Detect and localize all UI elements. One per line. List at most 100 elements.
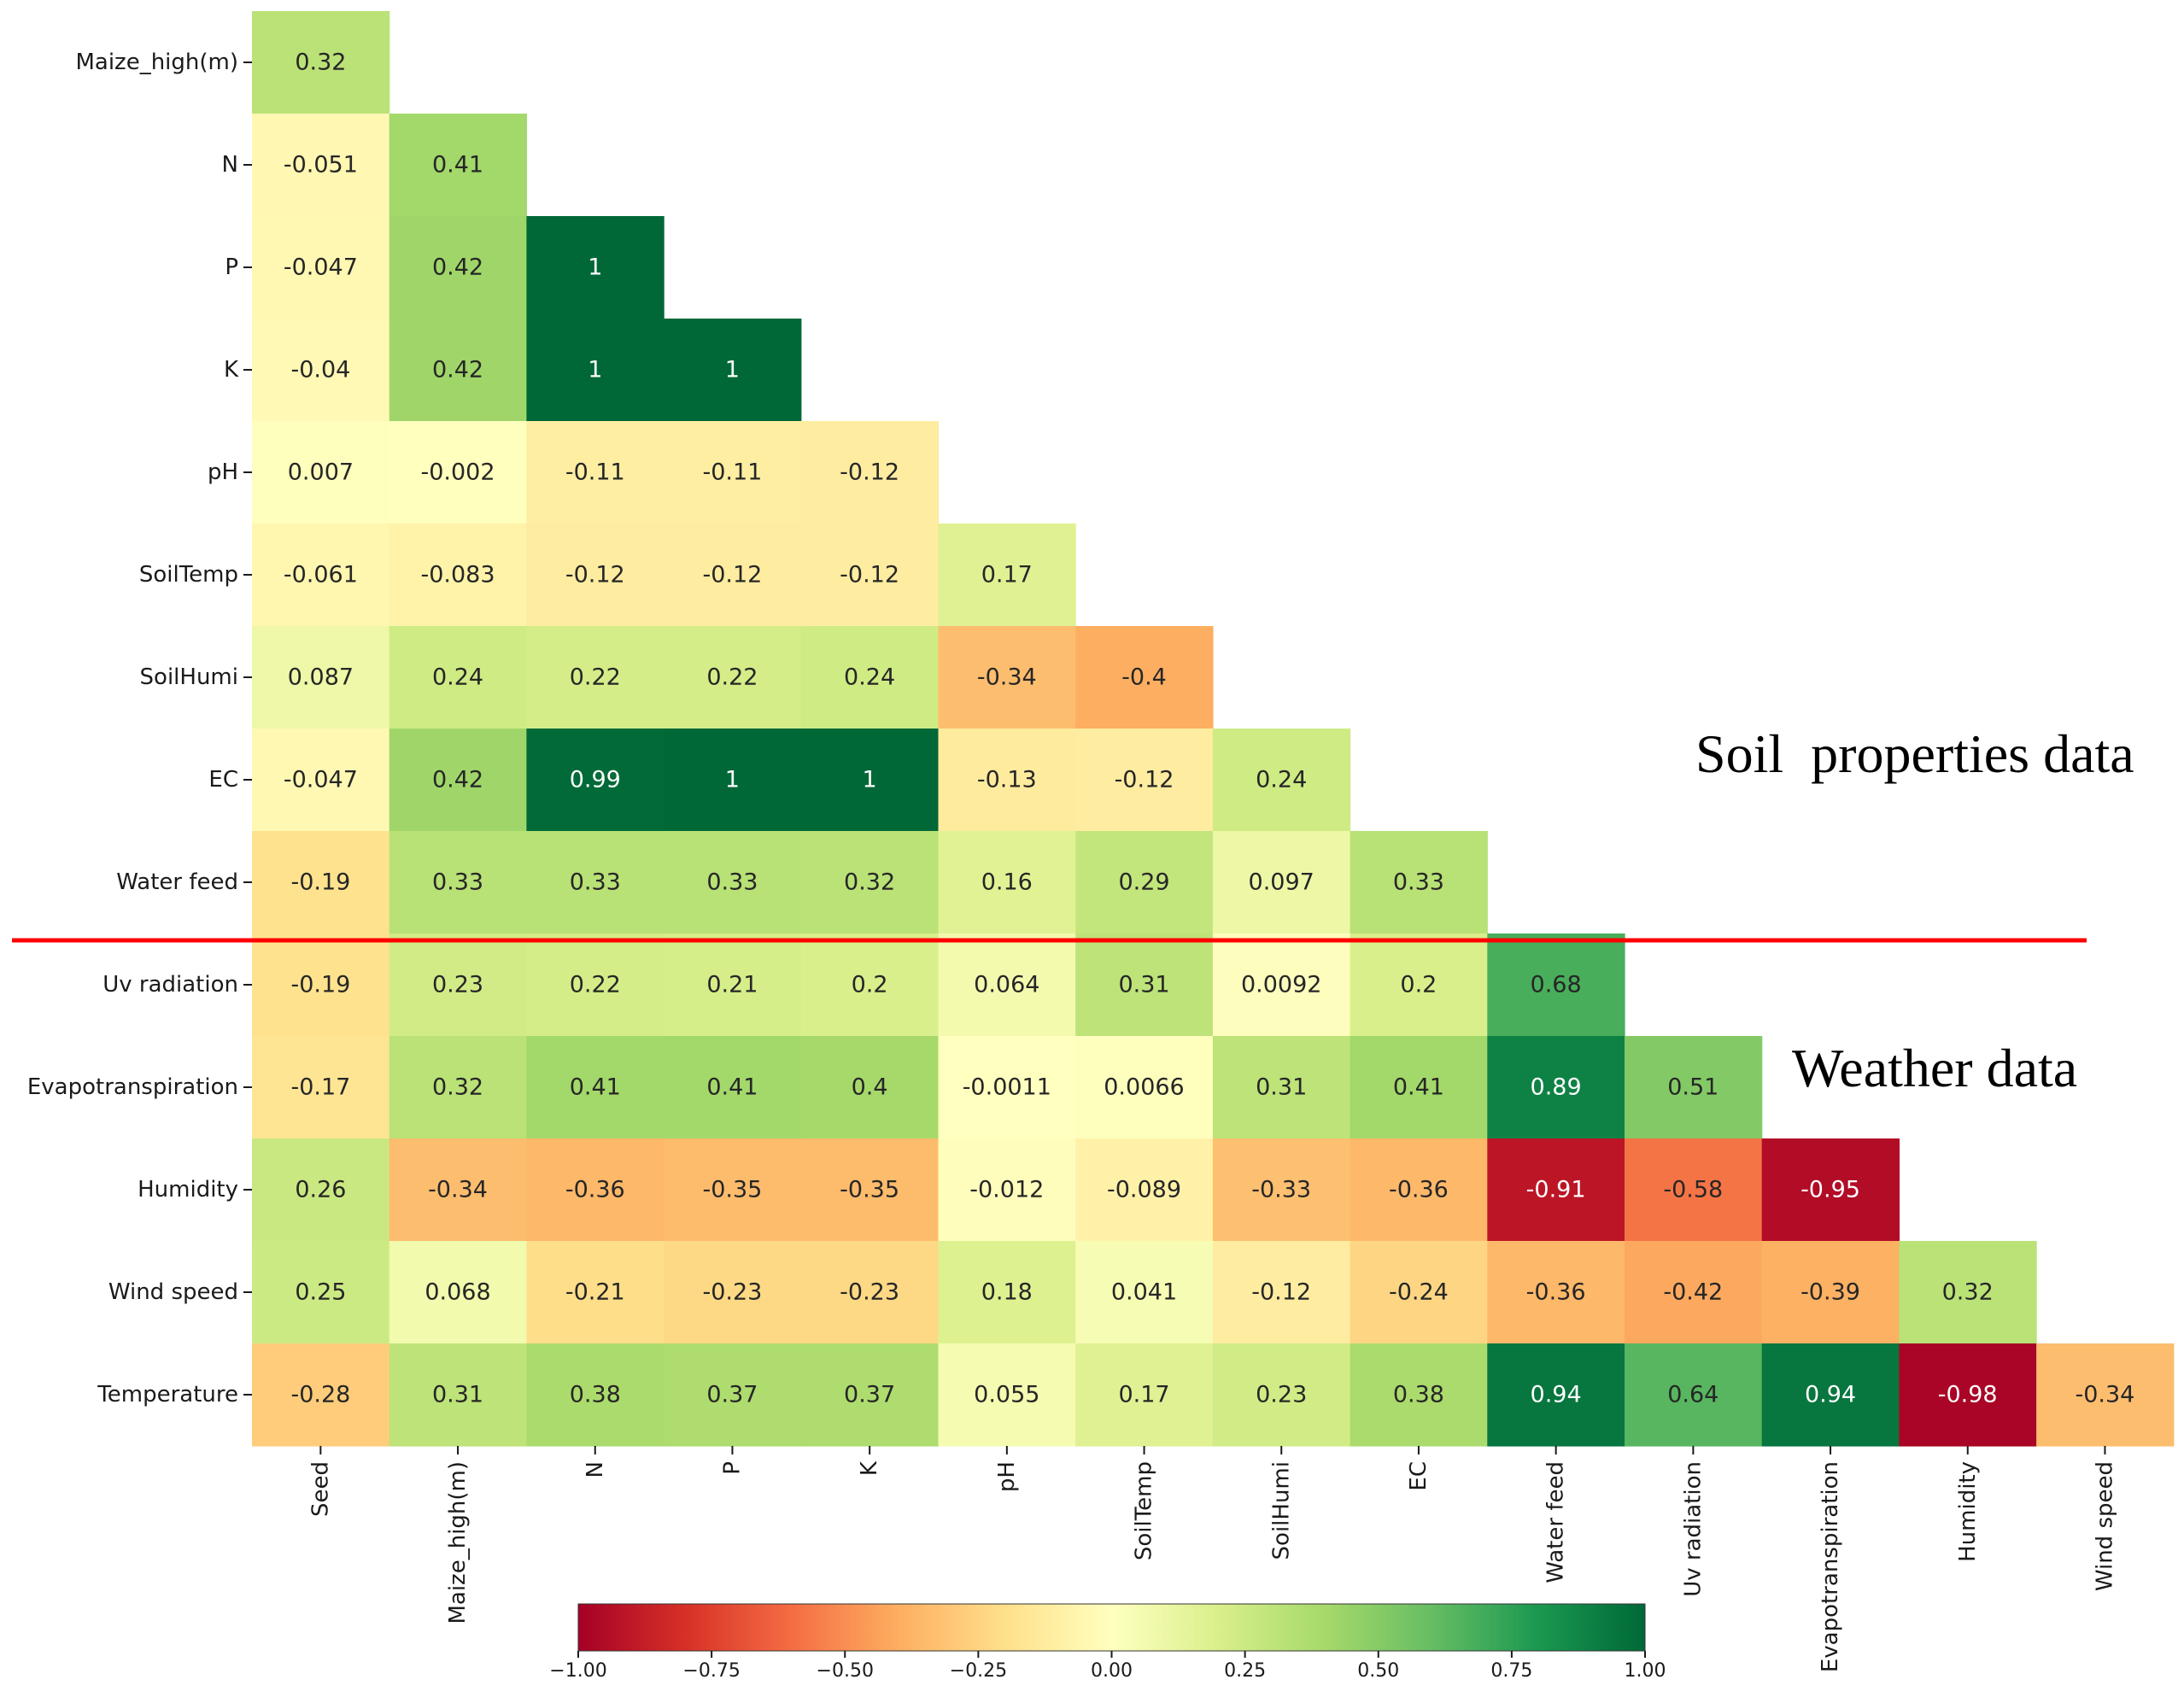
colorbar: −1.00 −0.75 −0.50 −0.25 0.00 0.25 0.50 0.75 1.00	[549, 1603, 1666, 1682]
heatmap-cell-value: -0.12	[840, 562, 899, 588]
soil-properties-annotation: Soil properties data	[1695, 723, 2134, 784]
heatmap-cell-value: -0.36	[1526, 1279, 1586, 1306]
heatmap-cell	[1212, 1036, 1351, 1139]
heatmap-cell-value: 0.32	[295, 50, 346, 76]
heatmap-cell-value: 1	[588, 357, 602, 383]
heatmap-cell-value: -0.19	[290, 972, 350, 998]
heatmap-cell	[800, 1241, 940, 1344]
heatmap-cell	[252, 1036, 390, 1139]
heatmap-cell	[800, 933, 940, 1037]
heatmap-cell	[252, 216, 390, 319]
x-tick-label: EC	[1406, 1461, 1432, 1491]
heatmap-cell	[1075, 626, 1214, 729]
heatmap-cell-value: 0.2	[1400, 972, 1437, 998]
y-tick-label: Temperature	[97, 1382, 238, 1407]
heatmap-cell	[1350, 933, 1488, 1037]
heatmap-cell	[252, 729, 390, 832]
heatmap-cell	[938, 1036, 1076, 1139]
heatmap-cell	[1212, 1138, 1351, 1242]
heatmap-cell	[389, 1241, 527, 1344]
heatmap-cell	[1075, 729, 1214, 832]
heatmap-cell	[526, 1343, 665, 1447]
heatmap-cell-value: 0.64	[1667, 1382, 1719, 1408]
heatmap-cell-value: -0.0011	[963, 1074, 1051, 1101]
heatmap-cell	[664, 319, 802, 422]
colorbar-gradient	[577, 1603, 1646, 1652]
colorbar-tick-label: −0.25	[950, 1660, 1007, 1682]
heatmap-cell	[526, 831, 665, 934]
heatmap-cell-value: -0.42	[1663, 1279, 1723, 1306]
colorbar-tick-label: −0.50	[817, 1660, 874, 1682]
heatmap-cell-value: 0.25	[295, 1279, 346, 1306]
heatmap-cell-value: -0.002	[420, 459, 495, 486]
heatmap-cell	[664, 524, 802, 627]
colorbar-tick-label: 1.00	[1625, 1660, 1666, 1682]
heatmap-cell-value: -0.11	[565, 459, 625, 486]
heatmap-cell-value: -0.35	[840, 1177, 899, 1203]
heatmap-cell	[1212, 933, 1351, 1037]
y-tick-label: SoilHumi	[140, 664, 238, 690]
heatmap-cell-value: 0.29	[1118, 869, 1169, 896]
heatmap-cell-value: 0.16	[981, 869, 1033, 896]
heatmap-cell	[252, 626, 390, 729]
heatmap-cell-value: -0.98	[1938, 1382, 1998, 1408]
heatmap-cell-value: -0.13	[977, 767, 1037, 793]
heatmap-cell	[1212, 831, 1351, 934]
heatmap-cell-value: 0.22	[570, 972, 621, 998]
heatmap-cell-value: 0.4	[852, 1074, 888, 1101]
heatmap-cell-value: -0.95	[1800, 1177, 1860, 1203]
heatmap-cell-value: -0.12	[702, 562, 762, 588]
heatmap-cell	[526, 421, 665, 524]
heatmap-cell	[1350, 1036, 1488, 1139]
heatmap-cell	[1212, 1241, 1351, 1344]
heatmap-cell	[1075, 1241, 1214, 1344]
heatmap-cell-value: -0.91	[1526, 1177, 1586, 1203]
heatmap-cell	[252, 1241, 390, 1344]
heatmap-cell-value: -0.12	[1251, 1279, 1311, 1306]
heatmap-cell-value: -0.24	[1389, 1279, 1449, 1306]
heatmap-cell	[252, 1138, 390, 1242]
heatmap-cell	[252, 114, 390, 217]
heatmap-cell	[938, 729, 1076, 832]
heatmap-cell-value: 0.99	[570, 767, 621, 793]
heatmap-cell-value: 0.31	[1118, 972, 1169, 998]
heatmap-cell-value: 0.33	[432, 869, 483, 896]
heatmap-cell-value: 1	[725, 767, 740, 793]
heatmap-cell	[800, 626, 940, 729]
heatmap-cell	[1487, 1138, 1625, 1242]
x-tick-label: Maize_high(m)	[445, 1461, 471, 1624]
weather-data-annotation: Weather data	[1792, 1038, 2077, 1098]
heatmap-cell	[1487, 1343, 1625, 1447]
x-tick-label: Uv radiation	[1680, 1461, 1706, 1597]
heatmap-cell	[2036, 1343, 2175, 1447]
heatmap-cell-value: 0.0066	[1104, 1074, 1184, 1101]
heatmap-cell-value: 0.17	[1118, 1382, 1169, 1408]
heatmap-cell	[938, 1138, 1076, 1242]
heatmap-cell-value: 0.94	[1531, 1382, 1582, 1408]
heatmap-cell	[1487, 1036, 1625, 1139]
heatmap-cell-value: 0.37	[706, 1382, 758, 1408]
heatmap-cell-value: 0.041	[1111, 1279, 1177, 1306]
heatmap-cell	[389, 729, 527, 832]
heatmap-cell	[389, 524, 527, 627]
heatmap-cell	[1761, 1138, 1900, 1242]
heatmap-cell-value: 0.26	[295, 1177, 346, 1203]
heatmap-cell	[389, 1138, 527, 1242]
heatmap-cell-value: -0.34	[2075, 1382, 2134, 1408]
heatmap-cell-value: 0.41	[1393, 1074, 1444, 1101]
colorbar-tick-label: 0.50	[1357, 1660, 1399, 1682]
heatmap-cell	[526, 524, 665, 627]
heatmap-cell	[800, 1138, 940, 1242]
heatmap-cell	[389, 216, 527, 319]
x-tick-label: SoilHumi	[1268, 1461, 1294, 1560]
heatmap-cell	[1350, 1343, 1488, 1447]
heatmap-cell-value: 0.24	[844, 664, 895, 691]
x-tick-label: P	[719, 1461, 745, 1475]
heatmap-cell	[526, 626, 665, 729]
heatmap-cell	[526, 729, 665, 832]
x-tick-label: Seed	[307, 1461, 333, 1517]
heatmap-cell	[1075, 933, 1214, 1037]
heatmap-cell-value: -0.04	[290, 357, 350, 383]
heatmap-cell-value: 0.51	[1667, 1074, 1719, 1101]
heatmap-cell-value: 0.33	[570, 869, 621, 896]
